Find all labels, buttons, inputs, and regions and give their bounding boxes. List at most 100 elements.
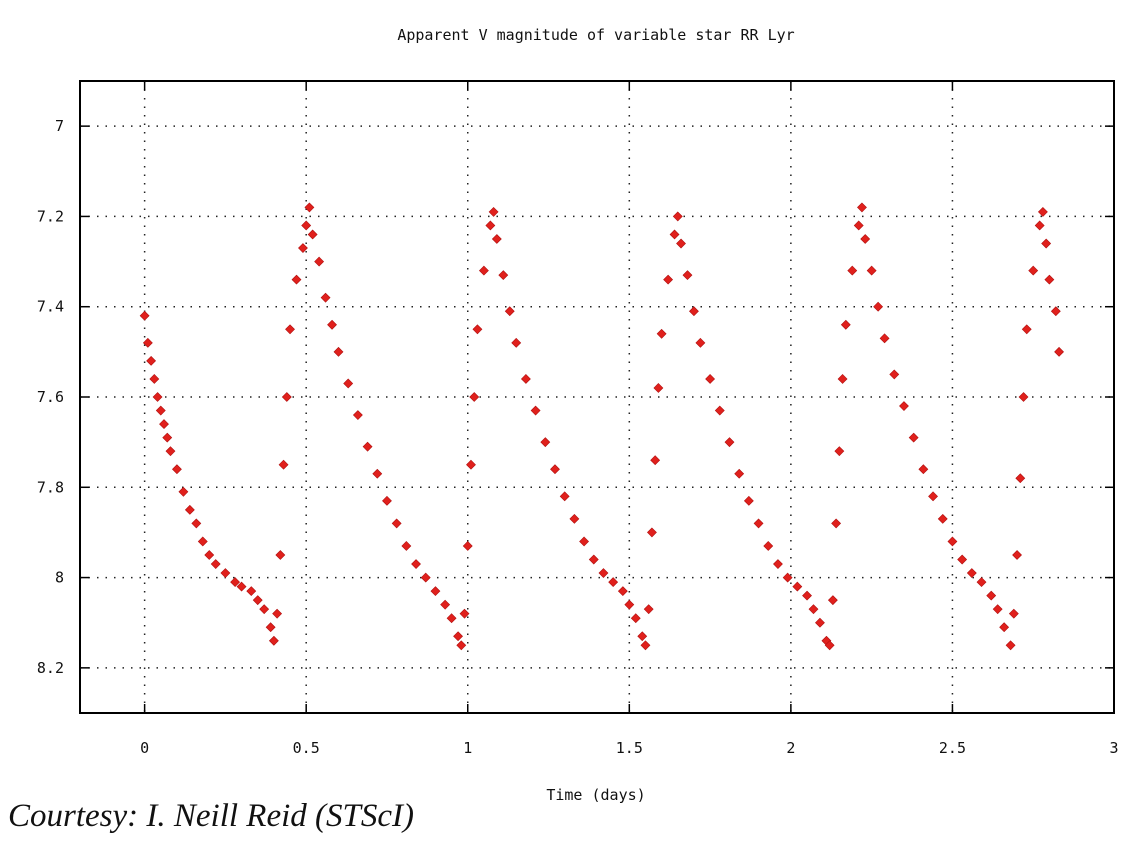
x-tick-label: 0 bbox=[140, 739, 149, 757]
data-point bbox=[831, 518, 842, 529]
data-point bbox=[275, 550, 286, 560]
data-point bbox=[320, 292, 331, 303]
data-point bbox=[307, 229, 318, 240]
data-point bbox=[763, 541, 774, 551]
data-point bbox=[579, 536, 589, 547]
data-point bbox=[992, 604, 1003, 615]
x-tick-label: 2.5 bbox=[939, 739, 966, 757]
data-point bbox=[650, 455, 661, 466]
data-point bbox=[462, 541, 473, 551]
data-point bbox=[653, 383, 664, 393]
data-point bbox=[947, 536, 958, 547]
data-point bbox=[285, 324, 295, 335]
data-point bbox=[873, 301, 884, 312]
data-point bbox=[676, 238, 686, 249]
data-point bbox=[753, 518, 764, 529]
data-point bbox=[372, 468, 383, 479]
data-point bbox=[343, 378, 354, 389]
data-point bbox=[210, 559, 221, 569]
y-tick-label: 7.6 bbox=[37, 388, 64, 406]
data-point bbox=[220, 568, 231, 578]
data-point bbox=[456, 640, 467, 651]
data-point bbox=[265, 622, 276, 633]
data-point bbox=[724, 437, 735, 448]
y-tick-label: 7.4 bbox=[37, 298, 64, 316]
data-point bbox=[550, 464, 560, 475]
data-point bbox=[291, 274, 302, 285]
data-point bbox=[743, 495, 754, 506]
data-point bbox=[815, 617, 825, 628]
data-point bbox=[1018, 392, 1029, 402]
data-point bbox=[792, 581, 803, 592]
data-point bbox=[569, 513, 580, 524]
data-point bbox=[899, 401, 909, 411]
data-point bbox=[159, 419, 169, 430]
data-point bbox=[478, 265, 489, 276]
data-point bbox=[259, 604, 270, 615]
data-point bbox=[162, 432, 173, 443]
data-point bbox=[617, 586, 628, 597]
data-point bbox=[165, 446, 176, 457]
data-point bbox=[504, 306, 515, 317]
y-tick-label: 8.2 bbox=[37, 659, 64, 677]
data-point bbox=[559, 491, 570, 502]
data-point bbox=[630, 613, 641, 624]
data-point bbox=[1005, 640, 1016, 651]
data-point bbox=[669, 229, 680, 240]
y-tick-labels: 7 7.2 7.4 7.6 7.8 8 8.2 bbox=[37, 117, 64, 677]
x-tick-label: 0.5 bbox=[293, 739, 320, 757]
data-point bbox=[1012, 550, 1022, 560]
data-point bbox=[314, 256, 325, 267]
data-point bbox=[440, 599, 451, 610]
data-point bbox=[520, 374, 531, 384]
data-point bbox=[485, 220, 496, 231]
data-point bbox=[1021, 324, 1032, 335]
data-point bbox=[682, 270, 693, 281]
data-point bbox=[824, 640, 835, 651]
data-point bbox=[352, 410, 363, 420]
data-point bbox=[430, 586, 441, 597]
data-point bbox=[172, 464, 182, 475]
data-point bbox=[647, 527, 657, 538]
data-point bbox=[268, 635, 279, 646]
data-point bbox=[957, 554, 968, 565]
data-point bbox=[466, 459, 476, 470]
data-point bbox=[889, 369, 900, 380]
data-point bbox=[1037, 206, 1048, 217]
data-point bbox=[149, 374, 160, 384]
y-tick-label: 7.2 bbox=[37, 207, 64, 225]
y-tick-label: 7 bbox=[55, 117, 64, 135]
courtesy-credit: Courtesy: I. Neill Reid (STScI) bbox=[8, 798, 414, 834]
data-point bbox=[840, 319, 851, 330]
data-point bbox=[139, 310, 150, 321]
data-point bbox=[1054, 346, 1064, 357]
x-tick-label: 3 bbox=[1109, 739, 1118, 757]
data-point bbox=[146, 355, 157, 366]
data-point bbox=[624, 599, 635, 610]
data-point bbox=[976, 577, 987, 588]
data-point bbox=[469, 392, 480, 402]
data-point bbox=[857, 202, 867, 213]
data-point bbox=[362, 441, 373, 452]
data-point bbox=[446, 613, 457, 624]
x-tick-label: 1.5 bbox=[616, 739, 643, 757]
data-point bbox=[802, 590, 812, 601]
data-point bbox=[705, 374, 716, 384]
data-point bbox=[860, 234, 871, 244]
data-point bbox=[918, 464, 929, 475]
data-point bbox=[540, 437, 551, 448]
data-point bbox=[782, 572, 793, 583]
chart-title: Apparent V magnitude of variable star RR… bbox=[397, 26, 794, 44]
x-tick-labels: 0 0.5 1 1.5 2 2.5 3 bbox=[140, 739, 1118, 757]
data-point bbox=[689, 306, 699, 317]
data-point bbox=[382, 495, 392, 506]
x-tick-label: 2 bbox=[786, 739, 795, 757]
data-point bbox=[656, 328, 667, 339]
data-point bbox=[197, 536, 208, 547]
data-point bbox=[472, 324, 483, 335]
data-point bbox=[391, 518, 402, 529]
data-point bbox=[1044, 274, 1055, 285]
data-point bbox=[246, 586, 257, 597]
data-point bbox=[608, 577, 619, 588]
data-point bbox=[333, 346, 344, 357]
